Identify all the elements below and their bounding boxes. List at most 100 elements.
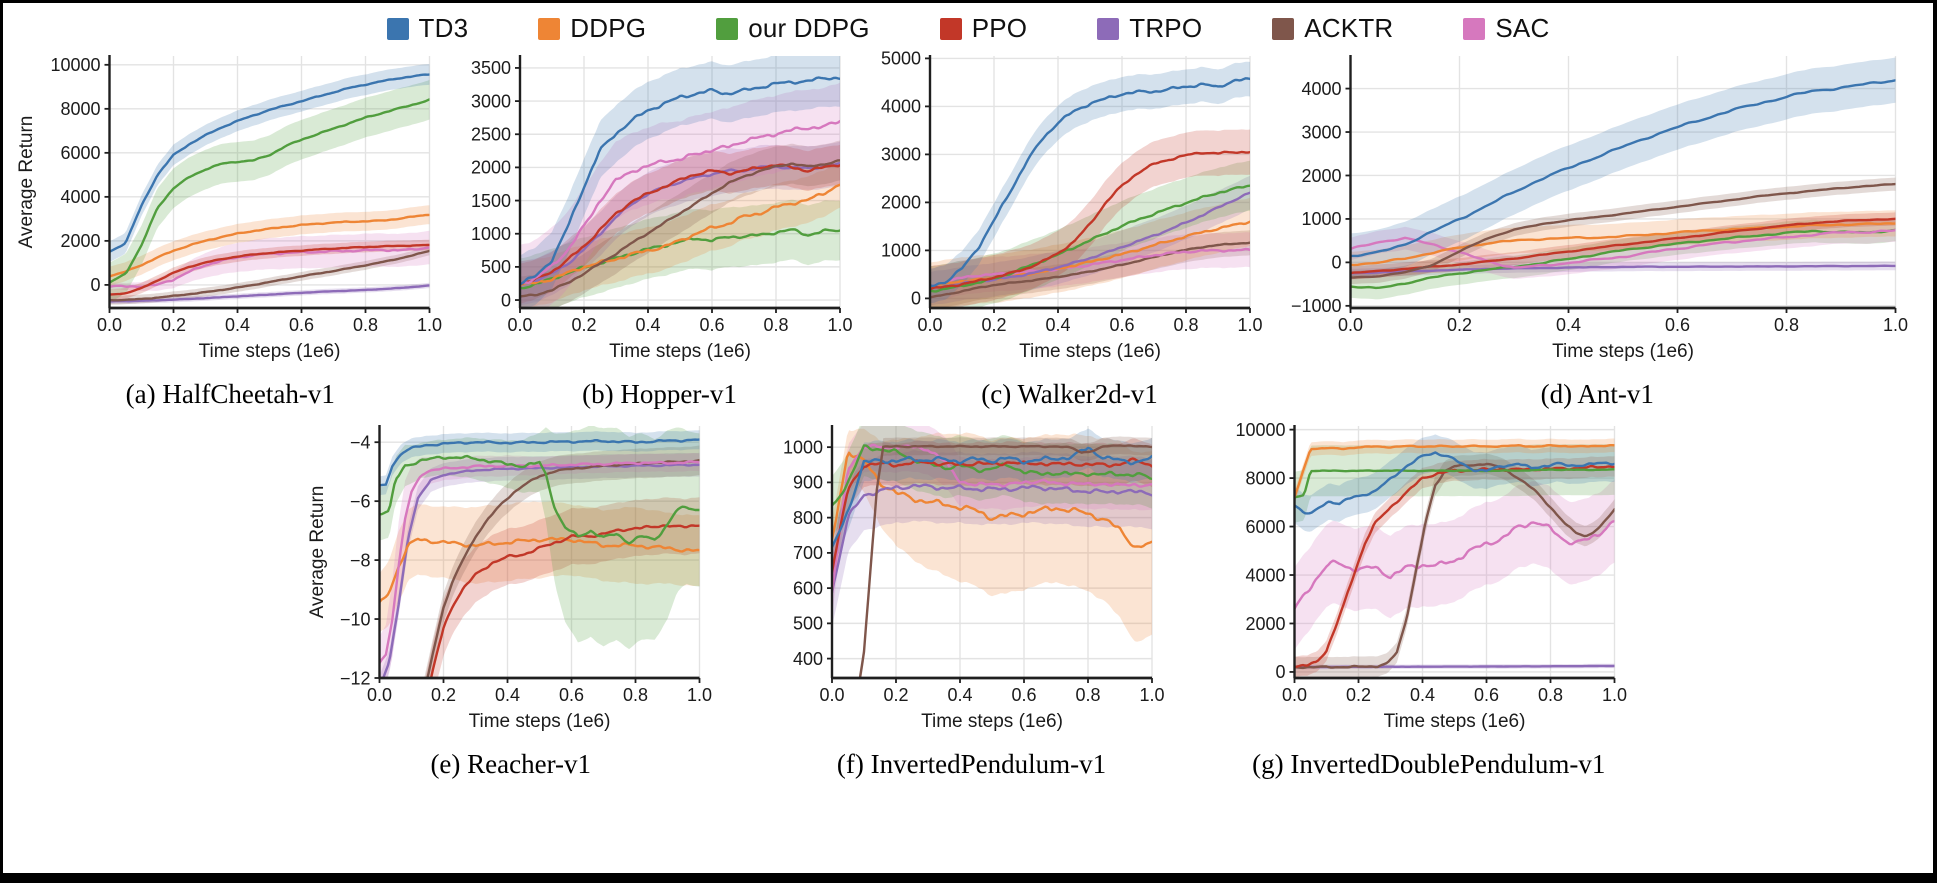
chart-svg-2: 0 1000 2000 3000 4000 5000 0.0 0.2 0.4 0.6 0.8 1.0 T…: [880, 49, 1262, 362]
legend-item-trpo: TRPO: [1097, 13, 1202, 44]
x-tick-label: 0.0: [507, 315, 532, 335]
x-tick-label: 0.6: [1473, 685, 1498, 705]
series-line-our-ddpg: [1294, 468, 1614, 499]
series-line-td3: [1350, 79, 1895, 258]
legend-label-sac: SAC: [1495, 13, 1550, 43]
series-band-td3: [1350, 57, 1895, 279]
x-tick-label: 0.6: [1011, 685, 1036, 705]
series-line-acktr: [109, 249, 430, 302]
x-tick-label: 1.0: [827, 315, 852, 335]
series-line-our-ddpg: [831, 444, 1152, 507]
series-line-sac: [831, 443, 1152, 594]
x-tick-label: 0.2: [1345, 685, 1370, 705]
series-band-acktr: [109, 246, 430, 305]
legend-item-ppo: PPO: [939, 13, 1028, 44]
chart-canvas-reacher: −12 −10 −8 −6 −4 0.0 0.2 0.4 0.6 0.8 1.0 Time steps…: [307, 416, 714, 739]
series-band-acktr: [929, 230, 1250, 308]
tick-labels: 0 500 1000 1500 2000 2500 3000 3500 0.0 0.2 0.4 0.6…: [470, 58, 852, 335]
y-tick-label: 400: [792, 649, 822, 669]
tick-labels: 0 2000 4000 6000 8000 10000 0.0 0.2 0.4 0.6 0.8 1.0: [50, 55, 442, 335]
series-band-ddpg: [929, 197, 1250, 308]
series-band-td3: [1294, 434, 1614, 532]
x-tick-label: 1.0: [417, 315, 442, 335]
x-tick-label: 0.6: [289, 315, 314, 335]
x-axis-title: Time steps (1e6): [199, 341, 341, 362]
series-band-our-ddpg: [109, 79, 430, 303]
series-line-ppo: [109, 243, 430, 296]
subplot-invertedpendulum: 400 500 600 700 800 900 1000 0.0 0.2 0.4 0.6 0.8 1.0…: [778, 416, 1166, 780]
series-group: [1294, 434, 1614, 678]
y-tick-label: 1500: [470, 191, 510, 211]
x-tick-label: 1.0: [1237, 315, 1262, 335]
x-tick-label: 0.0: [367, 685, 392, 705]
series-band-our-ddpg: [379, 426, 700, 650]
legend-label-ddpg: DDPG: [570, 13, 647, 43]
series-line-acktr: [1350, 182, 1895, 279]
x-axis-title: Time steps (1e6): [609, 341, 751, 362]
legend-swatch-ppo: [939, 17, 962, 40]
y-tick-label: 500: [480, 257, 510, 277]
x-tick-label: 0.8: [1537, 685, 1562, 705]
series-line-trpo: [519, 161, 840, 285]
series-line-our-ddpg: [1350, 228, 1895, 290]
legend-label-our-ddpg: our DDPG: [748, 13, 870, 43]
series-line-td3: [1294, 451, 1614, 515]
series-line-ppo: [929, 150, 1250, 291]
caption-ant: (d) Ant-v1: [1540, 379, 1654, 409]
x-tick-label: 0.0: [1337, 315, 1362, 335]
chart-legend: TD3 DDPG our DDPG PPO TRPO ACKTR SAC: [3, 13, 1933, 44]
legend-label-trpo: TRPO: [1129, 13, 1203, 43]
x-tick-label: 0.0: [1281, 685, 1306, 705]
y-tick-label: 4000: [60, 187, 100, 207]
y-tick-label: 3000: [470, 91, 510, 111]
x-tick-label: 0.8: [623, 685, 648, 705]
series-band-our-ddpg: [929, 160, 1250, 308]
x-tick-label: 1.0: [1139, 685, 1164, 705]
series-group: [109, 64, 430, 305]
tick-labels: 0 1000 2000 3000 4000 5000 0.0 0.2 0.4 0.6 0.8 1.0: [880, 49, 1262, 335]
y-tick-label: 0: [90, 275, 100, 295]
legend-swatch-ddpg: [538, 17, 561, 40]
series-band-td3: [109, 64, 430, 263]
caption-walker2d: (c) Walker2d-v1: [981, 379, 1158, 409]
subplot-walker2d: 0 1000 2000 3000 4000 5000 0.0 0.2 0.4 0.6 0.8 1.0 T…: [876, 46, 1264, 410]
series-line-acktr: [1294, 462, 1614, 670]
series-band-acktr: [519, 140, 840, 308]
series-band-td3: [379, 430, 700, 496]
series-group: [929, 61, 1250, 308]
y-tick-label: 8000: [1245, 468, 1285, 488]
x-tick-label: 0.8: [763, 315, 788, 335]
legend-label-td3: TD3: [418, 13, 469, 43]
legend-swatch-acktr: [1272, 17, 1295, 40]
y-tick-label: 10000: [50, 55, 100, 75]
x-tick-label: 0.2: [161, 315, 186, 335]
series-line-acktr: [858, 444, 1152, 678]
x-tick-label: 0.4: [947, 685, 972, 705]
series-line-td3: [379, 438, 700, 487]
y-tick-label: 2000: [1245, 614, 1285, 634]
legend-item-ddpg: DDPG: [538, 13, 646, 44]
y-tick-label: 3000: [880, 145, 920, 165]
legend-swatch-sac: [1463, 17, 1486, 40]
y-tick-label: 2500: [470, 125, 510, 145]
series-line-trpo: [381, 463, 700, 678]
chart-svg-6: 0 2000 4000 6000 8000 10000 0.0 0.2 0.4 0.6 0.8 1.0…: [1235, 420, 1627, 732]
legend-item-our-ddpg: our DDPG: [716, 13, 870, 44]
y-tick-label: 0: [500, 290, 510, 310]
y-tick-label: 4000: [1301, 79, 1341, 99]
y-tick-label: −10: [340, 609, 371, 629]
series-group: [379, 426, 700, 678]
series-line-ddpg: [1350, 222, 1895, 267]
series-line-our-ddpg: [929, 184, 1250, 293]
y-tick-label: 5000: [880, 49, 920, 69]
x-tick-label: 0.4: [225, 315, 250, 335]
series-band-ppo: [831, 438, 1152, 593]
series-band-trpo: [379, 452, 700, 678]
caption-hopper: (b) Hopper-v1: [582, 379, 737, 409]
y-tick-label: −4: [350, 433, 371, 453]
legend-item-acktr: ACKTR: [1272, 13, 1393, 44]
series-band-our-ddpg: [831, 426, 1152, 537]
series-band-our-ddpg: [519, 199, 840, 308]
legend-label-acktr: ACKTR: [1304, 13, 1394, 43]
